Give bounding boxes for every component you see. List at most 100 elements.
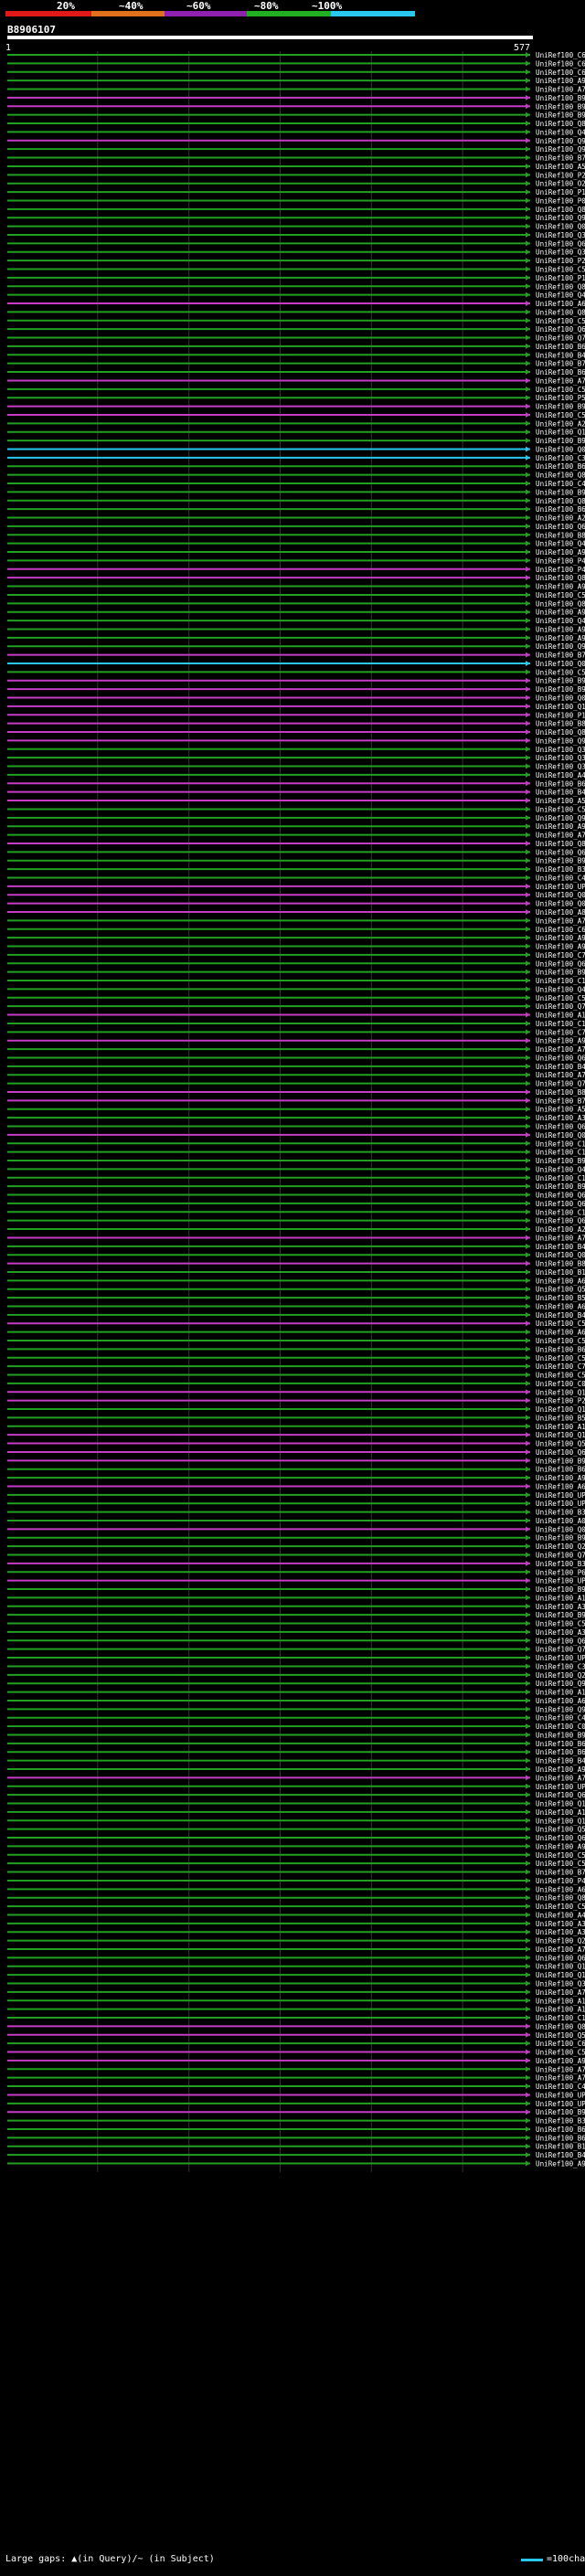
hit-label-165[interactable]: UniRef100_B9I2R7 [536,1457,585,1465]
hit-label-150[interactable]: UniRef100_A6VFU6 [536,1329,585,1337]
hit-label-33[interactable]: UniRef100_Q6Z1Z6 [536,325,585,334]
hit-label-171[interactable]: UniRef100_B3EX21 [536,1509,585,1517]
hit-label-71[interactable]: UniRef100_B7FKG8 [536,652,585,660]
hit-label-74[interactable]: UniRef100_B9I114 [536,677,585,685]
hit-label-159[interactable]: UniRef100_Q1VHD9 [536,1405,585,1414]
hit-label-192[interactable]: UniRef100_A1VUR7 [536,1689,585,1697]
hit-label-99[interactable]: UniRef100_Q09762 [536,891,585,899]
hit-label-32[interactable]: UniRef100_C5YNX8 [536,317,585,325]
hit-label-60[interactable]: UniRef100_P49314 [536,557,585,565]
hit-label-35[interactable]: UniRef100_B67A19 [536,343,585,351]
hit-label-168[interactable]: UniRef100_A6ZUN0 [536,1482,585,1490]
hit-label-162[interactable]: UniRef100_Q18299 [536,1431,585,1439]
hit-label-131[interactable]: UniRef100_Q4B0Q1 [536,1165,585,1173]
hit-label-137[interactable]: UniRef100_Q6HZU4 [536,1217,585,1225]
hit-label-214[interactable]: UniRef100_P45190 [536,1877,585,1885]
hit-label-100[interactable]: UniRef100_Q04240 [536,900,585,908]
hit-label-189[interactable]: UniRef100_C3KJH9 [536,1662,585,1670]
hit-label-92[interactable]: UniRef100_A7QQN1 [536,832,585,840]
hit-label-238[interactable]: UniRef100_C4W0S6 [536,2083,585,2091]
hit-label-20[interactable]: UniRef100_Q94EH5 [536,214,585,222]
hit-label-39[interactable]: UniRef100_A7PT43 [536,376,585,385]
hit-label-224[interactable]: UniRef100_Q1LYU8 [536,1963,585,1971]
hit-label-12[interactable]: UniRef100_Q9FGZ0 [536,145,585,154]
hit-label-125[interactable]: UniRef100_A3Q0P3 [536,1114,585,1122]
hit-label-140[interactable]: UniRef100_B4DCN2 [536,1243,585,1251]
hit-label-142[interactable]: UniRef100_B8DN67 [536,1260,585,1268]
hit-label-141[interactable]: UniRef100_Q09187 [536,1251,585,1259]
hit-label-115[interactable]: UniRef100_C7PDF7 [536,1028,585,1036]
hit-label-149[interactable]: UniRef100_C5DDB3 [536,1320,585,1328]
hit-label-155[interactable]: UniRef100_C5VVU6 [536,1372,585,1380]
hit-label-197[interactable]: UniRef100_B9K3Q8 [536,1731,585,1739]
hit-label-104[interactable]: UniRef100_A9TL05 [536,934,585,942]
hit-label-163[interactable]: UniRef100_Q53ZY6 [536,1440,585,1448]
hit-label-85[interactable]: UniRef100_A4LED5 [536,771,585,779]
hit-label-160[interactable]: UniRef100_B5J9N1 [536,1414,585,1422]
hit-label-147[interactable]: UniRef100_A6GJJ1 [536,1302,585,1310]
hit-label-186[interactable]: UniRef100_Q6VWF7 [536,1637,585,1645]
hit-label-90[interactable]: UniRef100_Q9M8C6 [536,814,585,822]
hit-label-181[interactable]: UniRef100_A1WD44 [536,1594,585,1602]
hit-label-52[interactable]: UniRef100_B9HTL6 [536,488,585,496]
hit-label-187[interactable]: UniRef100_Q75LJ7 [536,1646,585,1654]
hit-label-182[interactable]: UniRef100_A3VWA4 [536,1603,585,1611]
hit-label-113[interactable]: UniRef100_A1TCE0 [536,1012,585,1020]
hit-label-67[interactable]: UniRef100_Q41367 [536,617,585,625]
hit-label-59[interactable]: UniRef100_A9N1P5 [536,548,585,557]
hit-label-25[interactable]: UniRef100_P27001 [536,257,585,265]
hit-label-174[interactable]: UniRef100_B9EQK3 [536,1534,585,1542]
hit-label-243[interactable]: UniRef100_B6K7K1 [536,2125,585,2134]
hit-label-180[interactable]: UniRef100_B9R1H3 [536,1585,585,1594]
hit-label-173[interactable]: UniRef100_Q0G2H8 [536,1525,585,1533]
hit-label-239[interactable]: UniRef100_UP1000.. [536,2091,585,2099]
hit-label-26[interactable]: UniRef100_C5X5D3 [536,266,585,274]
hit-label-9[interactable]: UniRef100_Q8S8M0 [536,120,585,128]
hit-label-127[interactable]: UniRef100_Q02AB7 [536,1131,585,1140]
hit-label-34[interactable]: UniRef100_Q7XT34 [536,334,585,343]
hit-label-70[interactable]: UniRef100_Q9ZUU4 [536,642,585,651]
hit-label-41[interactable]: UniRef100_P55737 [536,394,585,402]
hit-label-200[interactable]: UniRef100_B4FVT8 [536,1757,585,1765]
hit-label-144[interactable]: UniRef100_A6DLS8 [536,1277,585,1285]
hit-label-188[interactable]: UniRef100_UP1000.. [536,1654,585,1662]
hit-label-130[interactable]: UniRef100_B9S670 [536,1157,585,1165]
hit-label-62[interactable]: UniRef100_Q8WZ14 [536,574,585,582]
hit-label-108[interactable]: UniRef100_B9LMB6 [536,969,585,977]
hit-label-50[interactable]: UniRef100_Q8LPJ0 [536,472,585,480]
hit-label-164[interactable]: UniRef100_Q63ZY3 [536,1448,585,1457]
hit-label-161[interactable]: UniRef100_A1WA23 [536,1423,585,1431]
hit-label-93[interactable]: UniRef100_Q81989 [536,840,585,848]
hit-label-61[interactable]: UniRef100_P49313 [536,566,585,574]
hit-label-82[interactable]: UniRef100_Q3W0Q1 [536,746,585,754]
hit-label-194[interactable]: UniRef100_Q9ZUJ3 [536,1705,585,1713]
hit-label-223[interactable]: UniRef100_Q60UJ1 [536,1954,585,1962]
hit-label-134[interactable]: UniRef100_Q6K6C4 [536,1192,585,1200]
hit-label-97[interactable]: UniRef100_C4YL07 [536,874,585,882]
hit-label-19[interactable]: UniRef100_Q8SM4T [536,206,585,214]
hit-label-154[interactable]: UniRef100_C7RJY4 [536,1362,585,1371]
hit-label-124[interactable]: UniRef100_A5BDH4 [536,1106,585,1114]
hit-label-78[interactable]: UniRef100_P19684 [536,711,585,719]
hit-label-143[interactable]: UniRef100_B1Y673 [536,1268,585,1277]
hit-label-220[interactable]: UniRef100_A3LI58 [536,1928,585,1936]
hit-label-211[interactable]: UniRef100_C5CY78 [536,1851,585,1860]
hit-label-63[interactable]: UniRef100_A9RVB2 [536,583,585,591]
hit-label-55[interactable]: UniRef100_A2YNZ1 [536,514,585,523]
hit-label-221[interactable]: UniRef100_Q25C92 [536,1937,585,1945]
hit-label-1[interactable]: UniRef100_C6F119 [536,51,585,59]
hit-label-177[interactable]: UniRef100_B3LIT1 [536,1560,585,1568]
hit-label-128[interactable]: UniRef100_C1RG99 [536,1140,585,1148]
hit-label-4[interactable]: UniRef100_A9PL22 [536,77,585,85]
hit-label-13[interactable]: UniRef100_B7FJ44 [536,154,585,163]
hit-label-31[interactable]: UniRef100_Q81988 [536,308,585,316]
hit-label-179[interactable]: UniRef100_UP1000.. [536,1577,585,1585]
hit-label-213[interactable]: UniRef100_B7NAX7 [536,1869,585,1877]
hit-label-241[interactable]: UniRef100_B9EP65 [536,2108,585,2116]
hit-label-53[interactable]: UniRef100_Q8LHH4 [536,497,585,505]
hit-label-237[interactable]: UniRef100_A7SMB3 [536,2074,585,2083]
hit-label-217[interactable]: UniRef100_C5TR57 [536,1903,585,1911]
hit-label-184[interactable]: UniRef100_C5RT54 [536,1620,585,1628]
hit-label-167[interactable]: UniRef100_A9NVV5 [536,1474,585,1482]
hit-label-11[interactable]: UniRef100_Q9M270 [536,137,585,145]
